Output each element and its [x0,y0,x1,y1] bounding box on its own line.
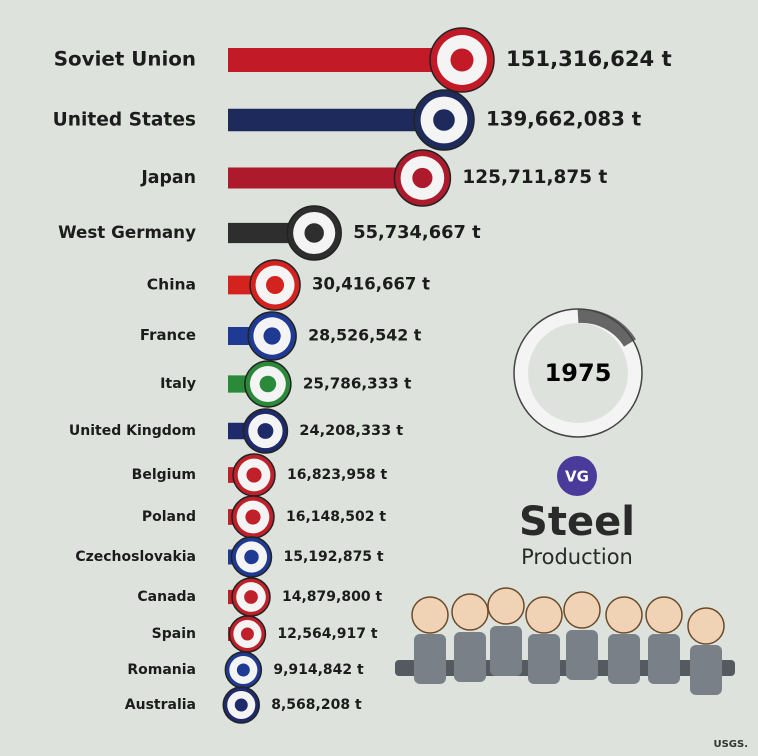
category-label: Czechoslovakia [75,549,196,565]
value-label: 25,786,333 t [303,375,412,393]
category-label: Australia [125,697,196,713]
category-label: Romania [127,662,196,678]
value-label: 14,879,800 t [282,589,382,605]
category-label: France [140,326,196,344]
logo-badge [557,456,597,496]
chart-subtitle: Production [521,545,633,569]
bar [228,48,462,72]
category-label: West Germany [58,222,196,242]
value-label: 12,564,917 t [277,626,377,642]
flag-emblem [234,698,248,712]
bar [228,167,423,189]
category-label: Poland [142,509,196,525]
value-label: 8,568,208 t [271,697,362,713]
category-label: Spain [152,626,196,642]
value-label: 15,192,875 t [283,549,383,565]
flag-emblem [433,109,455,131]
category-label: Japan [140,168,196,188]
flag-emblem [266,276,285,294]
chart-title: Steel [519,499,635,545]
category-label: Italy [160,376,197,392]
year-ring-border [513,308,643,438]
flag-emblem [450,48,474,72]
flag-emblem [236,663,250,677]
value-label: 9,914,842 t [273,662,364,678]
flag-emblem [245,509,261,525]
value-label: 125,711,875 t [462,167,607,188]
category-label: Belgium [132,467,196,483]
value-label: 55,734,667 t [353,222,481,243]
flag-emblem [412,167,433,189]
year-progress [577,308,636,347]
value-label: 16,148,502 t [286,509,386,525]
flag-emblem [263,327,281,345]
flag-emblem [257,423,274,439]
source: USGS. [713,739,748,750]
value-label: 24,208,333 t [299,423,403,439]
flag-emblem [259,375,277,393]
category-label: United States [53,110,196,131]
category-label: Canada [137,589,196,605]
bar [228,108,444,132]
value-label: 16,823,958 t [287,467,387,483]
flag-emblem [304,223,324,243]
category-label: Soviet Union [54,48,196,71]
category-label: China [147,276,196,294]
flag-emblem [244,549,259,565]
value-label: 151,316,624 t [506,46,672,71]
year: 1975 [545,359,612,387]
workers-illustration [395,587,735,695]
value-label: 30,416,667 t [312,275,430,294]
flag-emblem [240,627,254,641]
value-label: 139,662,083 t [486,108,641,131]
category-label: United Kingdom [69,423,196,439]
logo: VG [565,468,589,486]
flag-emblem [246,467,262,483]
flag-emblem [244,590,258,604]
value-label: 28,526,542 t [308,326,422,345]
